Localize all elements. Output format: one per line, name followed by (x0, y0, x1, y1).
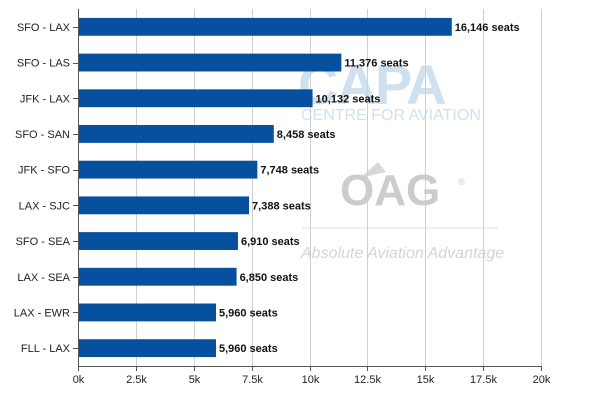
data-label: 16,146 seats (455, 22, 520, 34)
capa-tagline: CENTRE FOR AVIATION (301, 107, 481, 124)
data-label: 5,960 seats (219, 307, 278, 319)
bar[interactable] (79, 53, 342, 72)
bar[interactable] (79, 160, 258, 179)
x-tick-label: 10k (302, 374, 320, 386)
category-label: JFK - SFO (18, 165, 70, 177)
x-tick-label: 2.5k (126, 374, 147, 386)
data-label: 5,960 seats (219, 343, 278, 355)
bar[interactable] (79, 196, 250, 215)
data-label: 6,850 seats (240, 272, 299, 284)
capa-watermark: CAPA CENTRE FOR AVIATION (298, 53, 481, 124)
oag-watermark: OAG ® Absolute Aviation Advantage (300, 162, 504, 262)
x-tick-label: 7.5k (242, 374, 263, 386)
category-label: JFK - LAX (20, 93, 71, 105)
category-label: LAX - SJC (19, 200, 70, 212)
x-tick-label: 15k (417, 374, 435, 386)
category-label: SFO - SEA (16, 236, 71, 248)
axes: 0k 2.5k 5k 7.5k 10k 12.5k 15k 17.5k 20k SFO - LAX… (14, 9, 551, 386)
data-label: 7,388 seats (252, 200, 311, 212)
data-label: 7,748 seats (260, 165, 319, 177)
bar[interactable] (79, 125, 274, 143)
x-tick-label: 17.5k (470, 374, 497, 386)
bar[interactable] (79, 303, 216, 322)
bar[interactable] (79, 232, 238, 250)
category-label: LAX - SEA (17, 272, 70, 284)
x-tick-label: 20k (533, 374, 551, 386)
category-label: SFO - LAX (17, 22, 71, 34)
registered-mark-icon: ® (458, 177, 465, 187)
bar[interactable] (79, 339, 216, 358)
data-label: 6,910 seats (241, 236, 300, 248)
oag-logo-text: OAG (340, 166, 440, 215)
data-label: 10,132 seats (316, 93, 381, 105)
bars: 16,146 seats 11,376 seats 10,132 seats 8,45… (79, 17, 520, 358)
bar[interactable] (79, 17, 452, 36)
category-label: FLL - LAX (21, 343, 71, 355)
bar[interactable] (79, 89, 313, 108)
data-label: 8,458 seats (277, 129, 336, 141)
x-tick-label: 12.5k (354, 374, 381, 386)
data-label: 11,376 seats (344, 58, 408, 70)
oag-swoosh-icon (360, 162, 386, 178)
category-label: SFO - SAN (15, 129, 70, 141)
x-tick-label: 0k (73, 374, 85, 386)
category-label: LAX - EWR (14, 307, 70, 319)
category-label: SFO - LAS (17, 58, 70, 70)
x-tick-label: 5k (189, 374, 201, 386)
bar[interactable] (79, 267, 237, 286)
oag-tagline: Absolute Aviation Advantage (300, 245, 504, 262)
